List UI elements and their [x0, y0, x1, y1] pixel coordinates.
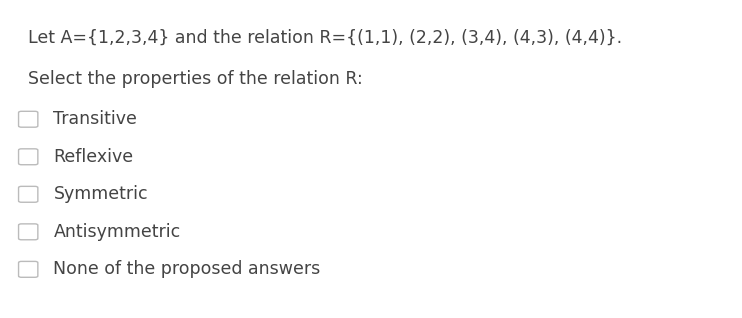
FancyBboxPatch shape — [19, 149, 38, 165]
FancyBboxPatch shape — [19, 186, 38, 202]
Text: Symmetric: Symmetric — [53, 185, 148, 203]
Text: Antisymmetric: Antisymmetric — [53, 223, 180, 241]
FancyBboxPatch shape — [19, 111, 38, 127]
Text: None of the proposed answers: None of the proposed answers — [53, 260, 321, 278]
Text: Select the properties of the relation R:: Select the properties of the relation R: — [28, 70, 363, 88]
FancyBboxPatch shape — [19, 224, 38, 240]
FancyBboxPatch shape — [19, 261, 38, 277]
Text: Let A={1,2,3,4} and the relation R={(1,1), (2,2), (3,4), (4,3), (4,4)}.: Let A={1,2,3,4} and the relation R={(1,1… — [28, 29, 623, 47]
Text: Reflexive: Reflexive — [53, 148, 134, 166]
Text: Transitive: Transitive — [53, 110, 137, 128]
